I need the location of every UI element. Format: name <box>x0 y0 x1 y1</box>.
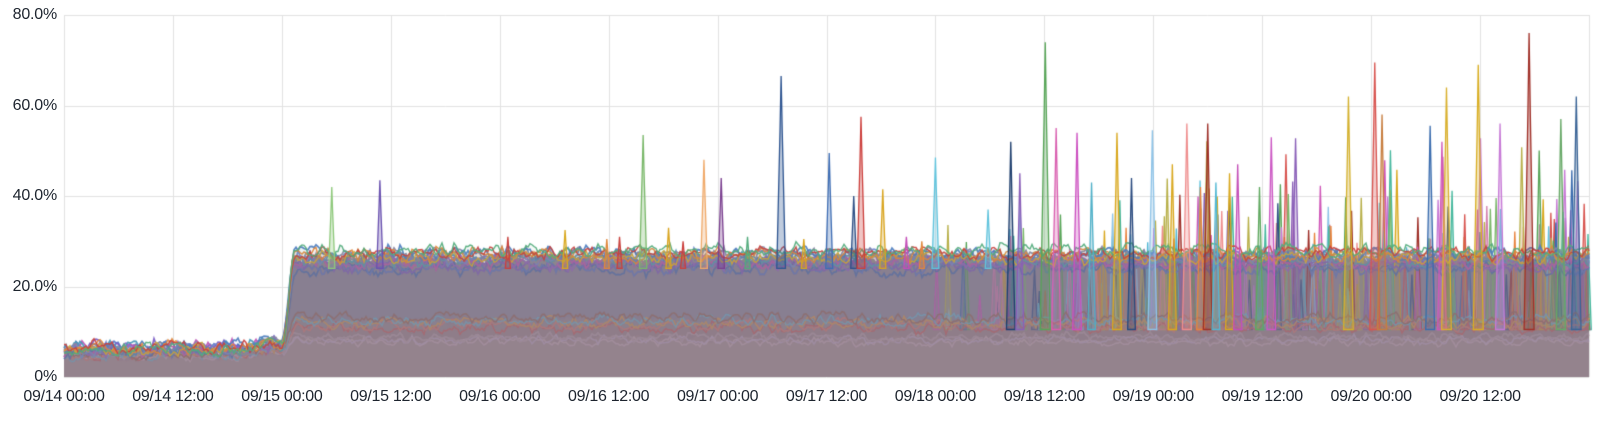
x-tick-label: 09/18 12:00 <box>1003 388 1086 405</box>
y-tick-label: 20.0% <box>12 277 58 295</box>
x-tick-label: 09/17 00:00 <box>676 388 759 405</box>
x-tick-label: 09/19 12:00 <box>1221 388 1304 405</box>
x-tick-label: 09/20 12:00 <box>1439 388 1521 405</box>
x-tick-label: 09/17 12:00 <box>785 388 868 405</box>
x-tick-label: 09/14 12:00 <box>132 388 214 405</box>
x-tick-label: 09/16 00:00 <box>459 388 541 405</box>
x-tick-label: 09/16 12:00 <box>568 388 650 405</box>
y-tick-label: 40.0% <box>12 187 58 204</box>
x-tick-label: 09/14 00:00 <box>23 388 105 405</box>
x-tick-label: 09/20 00:00 <box>1330 388 1413 405</box>
y-tick-label: 60.0% <box>12 96 58 114</box>
x-tick-label: 09/15 00:00 <box>241 388 323 405</box>
x-tick-label: 09/19 00:00 <box>1112 388 1195 405</box>
x-tick-label: 09/18 00:00 <box>894 388 977 405</box>
y-tick-label: 80.0% <box>12 6 58 23</box>
y-tick-label: 0% <box>34 368 57 385</box>
x-tick-label: 09/15 12:00 <box>350 388 432 405</box>
